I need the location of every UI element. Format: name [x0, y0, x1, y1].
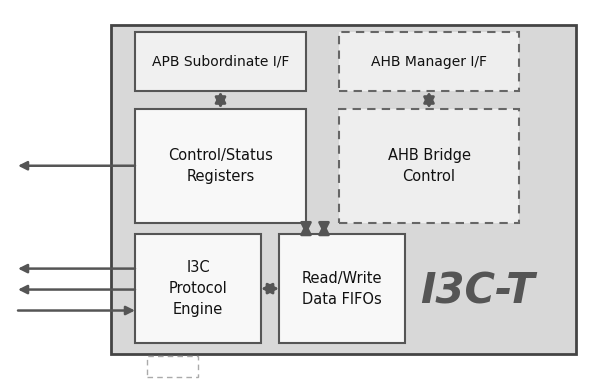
Bar [279, 234, 405, 343]
Bar [135, 109, 306, 223]
Bar [135, 234, 261, 343]
Text: APB Subordinate I/F: APB Subordinate I/F [152, 55, 289, 69]
Text: Control/Status
Registers: Control/Status Registers [168, 148, 273, 184]
Text: Read/Write
Data FIFOs: Read/Write Data FIFOs [302, 271, 382, 307]
Text: I3C
Protocol
Engine: I3C Protocol Engine [169, 260, 227, 317]
Bar [135, 32, 306, 91]
Text: I3C-T: I3C-T [420, 271, 534, 312]
Text: AHB Manager I/F: AHB Manager I/F [371, 55, 487, 69]
Bar [111, 25, 576, 354]
Text: AHB Bridge
Control: AHB Bridge Control [388, 148, 470, 184]
Bar [339, 32, 519, 91]
Bar [147, 356, 198, 377]
Bar [339, 109, 519, 223]
